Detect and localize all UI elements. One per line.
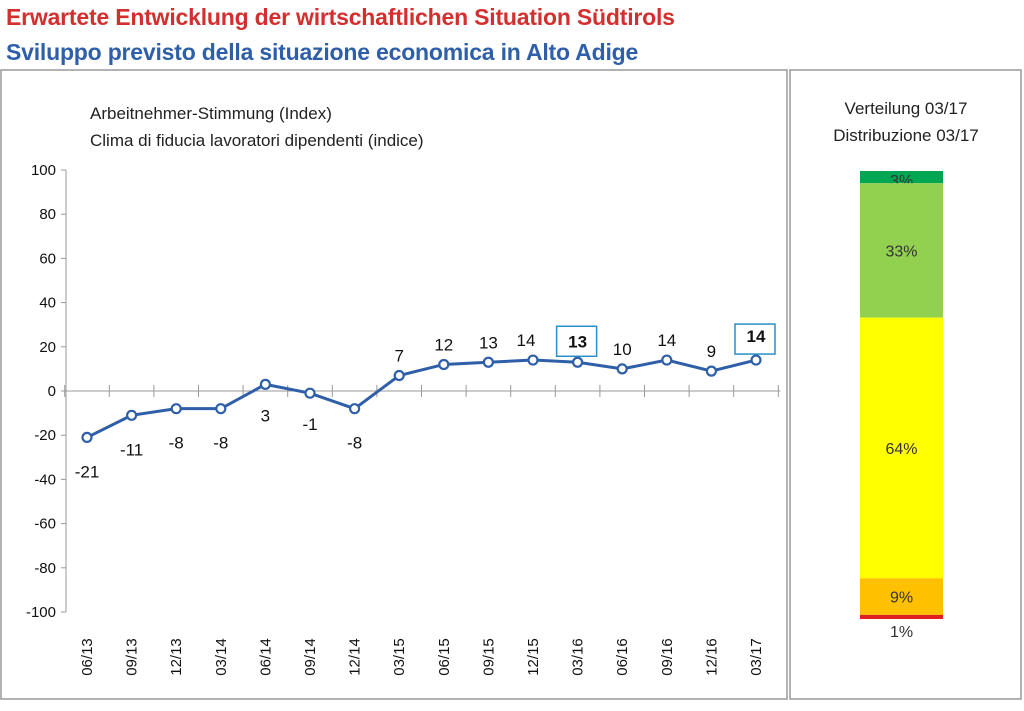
title-italian: Sviluppo previsto della situazione econo… <box>6 39 639 65</box>
stack-segment-label: 9% <box>890 590 913 607</box>
data-label: 14 <box>657 331 676 350</box>
data-label: -8 <box>169 434 184 453</box>
data-label: 9 <box>707 342 716 361</box>
y-tick-label: 80 <box>39 206 56 223</box>
x-tick-label: 03/15 <box>391 638 408 676</box>
title-german: Erwartete Entwicklung der wirtschaftlich… <box>6 4 675 30</box>
y-tick-label: -60 <box>34 516 56 533</box>
x-tick-label: 06/13 <box>79 638 96 676</box>
stack-segment-label: 1% <box>890 624 913 641</box>
stack-segment <box>860 317 943 579</box>
x-tick-label: 12/14 <box>347 638 364 676</box>
data-point <box>616 363 628 375</box>
y-tick-label: 20 <box>39 339 56 356</box>
data-point <box>215 403 227 415</box>
data-label: -21 <box>75 462 100 481</box>
data-point <box>482 356 494 368</box>
x-tick-label: 09/15 <box>480 638 497 676</box>
stack-segment <box>860 171 943 184</box>
data-point <box>349 403 361 415</box>
data-label: 14 <box>517 331 536 350</box>
y-tick-label: 60 <box>39 250 56 267</box>
y-tick-label: -20 <box>34 427 56 444</box>
data-point <box>527 354 539 366</box>
data-label: 10 <box>613 340 632 359</box>
line-chart-frame <box>0 69 788 700</box>
data-point <box>81 431 93 444</box>
data-point <box>259 378 271 390</box>
distribution-title-it: Distribuzione 03/17 <box>833 126 979 145</box>
highlight-box <box>734 323 776 355</box>
data-point <box>750 354 762 366</box>
x-tick-label: 12/16 <box>703 638 720 676</box>
data-point <box>661 354 673 366</box>
data-label: 14 <box>747 327 766 346</box>
x-tick-label: 03/14 <box>213 638 230 676</box>
data-point <box>170 403 182 415</box>
line-chart-subtitle-de: Arbeitnehmer-Stimmung (Index) <box>90 104 332 123</box>
x-tick-label: 12/15 <box>525 638 542 676</box>
x-tick-label: 09/16 <box>659 638 676 676</box>
stack-segment <box>860 183 943 318</box>
x-tick-label: 12/13 <box>168 638 185 676</box>
data-label: -11 <box>120 440 143 459</box>
data-label: -8 <box>347 434 362 453</box>
data-label: -1 <box>302 415 317 434</box>
data-label: 3 <box>261 406 270 425</box>
line-chart-subtitle-it: Clima di fiducia lavoratori dipendenti (… <box>90 131 424 150</box>
stack-segment-label: 33% <box>885 243 917 260</box>
y-tick-label: 0 <box>48 383 56 400</box>
x-tick-label: 06/16 <box>614 638 631 676</box>
data-label: -8 <box>213 434 228 453</box>
y-tick-label: 100 <box>31 162 56 179</box>
data-point <box>438 358 450 371</box>
data-point <box>571 356 584 368</box>
y-tick-label: 40 <box>39 295 56 312</box>
x-tick-label: 09/13 <box>124 638 141 676</box>
y-tick-label: -40 <box>34 471 56 488</box>
distribution-frame <box>789 69 1022 700</box>
data-label: 7 <box>394 347 403 366</box>
y-tick-label: -100 <box>26 604 56 621</box>
data-label: 13 <box>568 332 587 351</box>
highlight-box <box>555 325 598 358</box>
stack-segment <box>860 614 943 619</box>
data-label: 13 <box>479 333 498 352</box>
x-tick-label: 06/15 <box>436 638 453 676</box>
stack-segment <box>860 578 943 615</box>
x-tick-label: 03/17 <box>748 638 765 676</box>
data-point <box>304 387 316 399</box>
data-point <box>705 365 718 377</box>
x-tick-label: 03/16 <box>570 638 587 676</box>
x-tick-label: 09/14 <box>302 638 319 676</box>
stack-segment-label: 64% <box>885 441 917 458</box>
distribution-title-de: Verteilung 03/17 <box>845 99 968 118</box>
x-tick-label: 06/14 <box>257 638 274 676</box>
data-point <box>126 409 138 421</box>
series-line <box>86 358 757 439</box>
data-point <box>393 369 405 382</box>
data-label: 12 <box>434 335 453 354</box>
y-tick-label: -80 <box>34 560 56 577</box>
